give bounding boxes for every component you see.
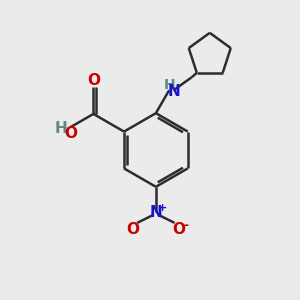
Text: -: - <box>183 219 188 232</box>
Text: O: O <box>87 74 100 88</box>
Text: H: H <box>163 78 175 92</box>
Text: O: O <box>172 222 185 237</box>
Text: H: H <box>55 121 68 136</box>
Text: O: O <box>127 222 140 237</box>
Text: +: + <box>158 203 167 213</box>
Text: N: N <box>149 205 162 220</box>
Text: O: O <box>64 126 77 141</box>
Text: N: N <box>167 84 180 99</box>
